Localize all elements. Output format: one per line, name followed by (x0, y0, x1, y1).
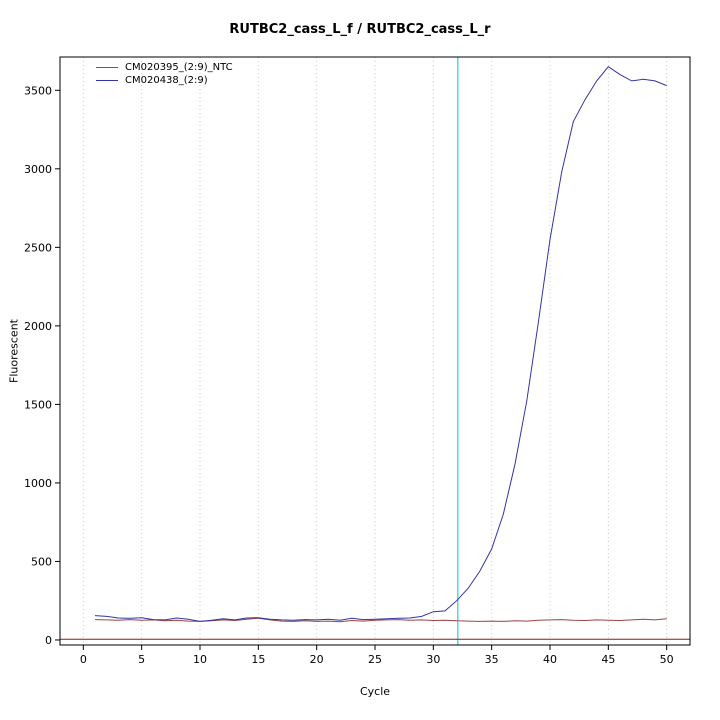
legend-item-sample: CM020438_(2:9) (96, 74, 233, 87)
x-tick-label: 15 (251, 653, 265, 666)
legend-label-ntc: CM020395_(2:9)_NTC (125, 62, 233, 73)
y-tick-label: 3500 (24, 84, 52, 97)
x-tick-label: 40 (543, 653, 557, 666)
x-tick-label: 45 (601, 653, 615, 666)
legend-line-ntc (96, 67, 118, 68)
y-tick-label: 2500 (24, 241, 52, 254)
x-tick-label: 25 (368, 653, 382, 666)
x-tick-label: 30 (426, 653, 440, 666)
legend-line-sample (96, 80, 118, 81)
legend: CM020395_(2:9)_NTC CM020438_(2:9) (96, 61, 233, 87)
x-tick-label: 50 (660, 653, 674, 666)
legend-item-ntc: CM020395_(2:9)_NTC (96, 61, 233, 74)
y-tick-label: 3000 (24, 163, 52, 176)
x-tick-label: 35 (485, 653, 499, 666)
y-tick-label: 0 (45, 634, 52, 647)
x-tick-label: 20 (310, 653, 324, 666)
x-axis-label: Cycle (359, 685, 391, 698)
x-tick-label: 5 (138, 653, 145, 666)
x-tick-label: 10 (193, 653, 207, 666)
y-tick-label: 500 (31, 555, 52, 568)
legend-label-sample: CM020438_(2:9) (125, 75, 208, 86)
y-tick-label: 1000 (24, 477, 52, 490)
series-line-ntc (94, 617, 667, 623)
chart-title: RUTBC2_cass_L_f / RUTBC2_cass_L_r (229, 22, 491, 37)
y-tick-label: 1500 (24, 398, 52, 411)
x-tick-label: 0 (80, 653, 87, 666)
series-line-sample (94, 66, 667, 622)
y-tick-label: 2000 (24, 320, 52, 333)
